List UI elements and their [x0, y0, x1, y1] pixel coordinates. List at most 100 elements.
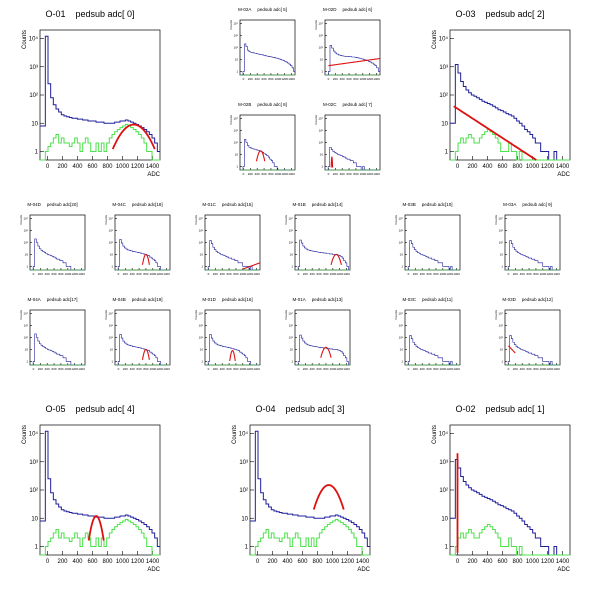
- x-tick-label: 800: [58, 272, 63, 276]
- blue-histogram: [205, 240, 260, 271]
- x-tick-label: 1000: [149, 272, 156, 276]
- x-tick-label: 800: [143, 272, 148, 276]
- y-tick-label: 1: [236, 164, 238, 168]
- plot-frame: [294, 214, 351, 271]
- x-tick-label: 400: [45, 367, 50, 371]
- y-tick-label: 10: [400, 253, 404, 257]
- blue-histogram: [325, 146, 380, 171]
- x-tick-label: 1200: [446, 367, 453, 371]
- plot-frame: [324, 19, 381, 76]
- x-axis-label: ADC: [147, 172, 160, 178]
- x-tick-label: 600: [497, 164, 508, 170]
- panel-title: O-05 pedsub adc[ 4]: [15, 404, 165, 414]
- x-tick-label: 0: [118, 272, 120, 276]
- x-tick-label: 1200: [156, 272, 163, 276]
- panel-m-02d: M-02D pedsub adc[ 6] 0 200 400 600 800 1000 1200…: [310, 5, 385, 92]
- y-tick-label: 10⁴: [198, 217, 203, 221]
- y-tick-label: 10³: [109, 324, 113, 328]
- histogram-plot: 0 200 400 600 800 1000 1200 1400 1 10 10² 10³ 10⁴Cou…: [19, 309, 86, 371]
- x-tick-label: 1200: [541, 559, 555, 565]
- x-tick-label: 800: [353, 77, 358, 81]
- y-tick-label: 10⁴: [108, 217, 113, 221]
- x-tick-label: 1400: [146, 164, 160, 170]
- y-tick-label: 10²: [499, 241, 503, 245]
- x-tick-label: 1200: [281, 77, 288, 81]
- panel-label: pedsub adc[18]: [131, 202, 163, 207]
- y-tick-label: 10³: [24, 229, 28, 233]
- histogram-plot: 0 200 400 600 800 1000 1200 1400 1 10 10² 10³ 10⁴Cou…: [229, 115, 296, 176]
- x-tick-label: 600: [87, 164, 98, 170]
- histogram-plot: 0 200 400 600 800 1000 1200 1400 1 10 10² 10³ 10⁴Cou…: [314, 115, 381, 176]
- x-tick-label: 200: [213, 367, 218, 371]
- fit-curve: [229, 350, 236, 362]
- y-tick-label: 10²: [289, 241, 293, 245]
- x-tick-label: 200: [303, 272, 308, 276]
- y-tick-label: 10: [441, 121, 448, 127]
- panel-m-03c: M-03C pedsub adc[11] 0 200 400 600 800 1000 1200…: [390, 295, 465, 382]
- y-tick-label: 10: [235, 58, 239, 62]
- x-tick-label: 200: [57, 559, 68, 565]
- green-histogram: [40, 124, 160, 161]
- x-tick-label: 400: [340, 172, 345, 176]
- x-tick-label: 1400: [356, 559, 370, 565]
- panel-m-04a: M-04A pedsub adc[17] 0 200 400 600 800 1000 1200…: [15, 295, 90, 382]
- x-tick-label: 1000: [239, 367, 246, 371]
- y-tick-label: 10⁴: [498, 312, 503, 316]
- x-tick-label: 800: [512, 164, 523, 170]
- histogram-plot: 0 200 400 600 800 1000 1200 1400 1 10 10² 10³ 10⁴ ADC…: [22, 29, 161, 178]
- panel-name: O-01: [45, 9, 66, 19]
- blue-histogram: [450, 64, 570, 161]
- histogram-plot: 0 200 400 600 800 1000 1200 1400 1 10 10² 10³ 10⁴ ADC…: [432, 424, 571, 573]
- y-tick-label: 1: [111, 359, 113, 363]
- y-tick-label: 10²: [439, 93, 448, 99]
- x-tick-label: 600: [527, 367, 532, 371]
- panel-name: M-03A: [503, 202, 517, 207]
- x-tick-label: 600: [87, 559, 98, 565]
- panel-label: pedsub adc[ 7]: [342, 102, 373, 107]
- y-tick-label: 10⁴: [29, 431, 39, 438]
- x-tick-label: 400: [255, 172, 260, 176]
- x-tick-label: 400: [220, 272, 225, 276]
- y-tick-label: 10⁴: [398, 217, 403, 221]
- y-tick-label: 10: [400, 348, 404, 352]
- fit-curve: [508, 345, 516, 354]
- x-tick-label: 1000: [274, 77, 281, 81]
- y-tick-label: 10³: [24, 324, 28, 328]
- x-tick-label: 200: [213, 272, 218, 276]
- plot-frame: [294, 309, 351, 366]
- x-tick-label: 600: [347, 172, 352, 176]
- y-tick-label: 10³: [234, 129, 238, 133]
- x-tick-label: 200: [513, 367, 518, 371]
- x-tick-label: 1400: [163, 272, 170, 276]
- fit-curve: [312, 484, 345, 510]
- x-tick-label: 1200: [281, 172, 288, 176]
- x-tick-label: 1000: [539, 272, 546, 276]
- x-tick-label: 1000: [329, 367, 336, 371]
- histogram-plot: 0 200 400 600 800 1000 1200 1400 1 10 10² 10³ 10⁴ ADC…: [22, 424, 161, 573]
- x-tick-label: 800: [533, 272, 538, 276]
- x-tick-label: 600: [427, 272, 432, 276]
- x-tick-label: 800: [143, 367, 148, 371]
- x-tick-label: 1200: [541, 164, 555, 170]
- panel-title: M-03B pedsub adc[10]: [390, 202, 465, 207]
- plot-frame: [39, 29, 161, 161]
- panel-name: M-02B: [238, 102, 252, 107]
- panel-name: M-01C: [202, 202, 216, 207]
- x-axis-label: ADC: [557, 567, 570, 573]
- y-tick-label: 10³: [199, 324, 203, 328]
- y-tick-label: 10²: [234, 46, 238, 50]
- x-tick-label: 400: [130, 367, 135, 371]
- plot-frame: [29, 309, 86, 366]
- fit-curve: [453, 105, 537, 161]
- x-tick-label: 1200: [336, 367, 343, 371]
- x-tick-label: 0: [46, 559, 50, 565]
- y-tick-label: 1: [111, 264, 113, 268]
- plot-frame: [449, 29, 571, 161]
- blue-histogram: [295, 334, 350, 366]
- panel-title: M-04D pedsub adc[20]: [15, 202, 90, 207]
- x-tick-label: 1000: [116, 164, 130, 170]
- x-tick-label: 0: [243, 77, 245, 81]
- y-tick-label: 1: [201, 264, 203, 268]
- y-tick-label: 10⁴: [288, 312, 293, 316]
- y-tick-label: 10³: [439, 460, 448, 466]
